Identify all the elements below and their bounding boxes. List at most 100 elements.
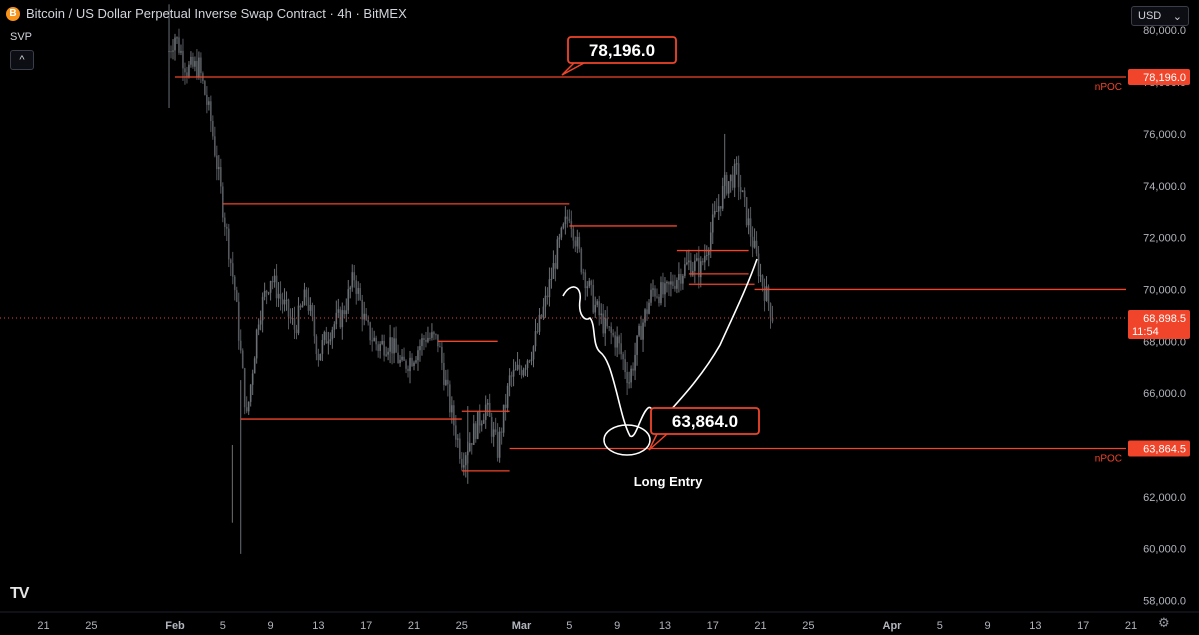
candle-body <box>349 287 352 290</box>
candle-body <box>556 239 559 269</box>
time-tick-label: 21 <box>37 620 49 632</box>
candle-body <box>624 359 626 373</box>
candle-body <box>584 272 587 289</box>
level-price-tag-bg <box>1128 69 1190 85</box>
gear-icon[interactable]: ⚙ <box>1158 615 1170 630</box>
candle-body <box>701 261 704 263</box>
candle-body <box>355 280 358 294</box>
candle-body <box>237 301 240 341</box>
candle-body <box>409 357 411 372</box>
candle-body <box>672 281 674 287</box>
candle-body <box>309 304 312 311</box>
candle-body <box>222 186 224 218</box>
drawn-path <box>562 258 758 438</box>
candle-body <box>379 343 381 351</box>
candle-body <box>721 185 724 209</box>
candle-body <box>703 255 706 263</box>
candle-body <box>582 272 585 274</box>
candle-body <box>737 163 740 188</box>
candle-body <box>437 334 439 347</box>
candle-body <box>747 218 750 226</box>
candle-body <box>520 370 523 376</box>
candle-body <box>492 429 495 437</box>
candle-body <box>700 261 702 278</box>
candle-body <box>461 458 463 468</box>
candle-body <box>198 57 200 77</box>
candle-body <box>233 276 236 291</box>
candle-body <box>534 331 537 347</box>
tradingview-logo[interactable]: TV <box>10 585 29 602</box>
chevron-down-icon: ⌄ <box>1172 10 1182 23</box>
candle-body <box>564 216 567 225</box>
candle-body <box>636 335 638 355</box>
candle-body <box>674 286 676 289</box>
candle-body <box>407 368 409 372</box>
level-price-tag: 63,864.5 <box>1143 443 1186 455</box>
candle-body <box>194 61 196 67</box>
candle-body <box>377 344 379 351</box>
candle-body <box>725 174 728 194</box>
candle-body <box>297 305 300 334</box>
candle-body <box>719 206 722 209</box>
price-tick-label: 74,000.0 <box>1143 181 1186 193</box>
currency-select[interactable]: USD ⌄ <box>1131 6 1189 26</box>
candle-body <box>249 384 252 402</box>
price-tick-label: 60,000.0 <box>1143 544 1186 556</box>
candle-body <box>319 353 322 361</box>
candle-body <box>303 289 306 306</box>
candle-body <box>457 438 459 440</box>
candle-body <box>602 313 605 334</box>
candle-body <box>496 431 499 458</box>
candle-body <box>616 336 618 348</box>
candle-body <box>239 340 242 351</box>
candle-body <box>269 281 272 293</box>
candle-body <box>538 314 541 332</box>
candle-body <box>172 50 174 52</box>
candle-body <box>464 455 467 466</box>
candle-body <box>385 354 387 356</box>
candle-body <box>174 37 176 51</box>
time-tick-label: 21 <box>408 620 420 632</box>
candle-body <box>415 360 417 363</box>
candle-body <box>403 356 405 361</box>
candle-body <box>180 50 182 53</box>
time-axis[interactable]: 21 25 Feb 5 9 13 17 21 25 Mar 5 9 13 17 21 25 Apr 5 9 13 17 2… <box>0 611 1199 632</box>
candle-body <box>572 228 575 241</box>
price-tick-label: 58,000.0 <box>1143 596 1186 608</box>
candle-body <box>419 346 421 351</box>
candle-body <box>182 50 184 69</box>
candle-body <box>600 313 603 316</box>
candle-body <box>387 351 389 355</box>
candle-body <box>363 313 366 320</box>
candle-body <box>261 296 264 321</box>
candle-body <box>401 356 403 360</box>
candle-body <box>745 197 748 226</box>
svp-indicator-label[interactable]: SVP <box>10 31 33 43</box>
candle-body <box>660 282 662 304</box>
candle-body <box>427 337 429 342</box>
candle-body <box>231 263 234 277</box>
candle-body <box>329 339 332 342</box>
time-tick-label: 5 <box>566 620 572 632</box>
candle-body <box>711 214 714 233</box>
candle-body <box>759 275 762 277</box>
candle-body <box>494 429 497 432</box>
callout-price: 63,864.0 <box>672 412 738 431</box>
candle-body <box>648 302 650 314</box>
candle-body <box>510 375 513 377</box>
candle-body <box>307 297 310 311</box>
candle-body <box>729 174 732 182</box>
collapse-indicators-button[interactable]: ^ <box>10 50 34 70</box>
candle-body <box>767 286 770 304</box>
last-price-tag-bg <box>1128 310 1190 340</box>
candle-body <box>357 288 360 294</box>
candle-body <box>192 56 194 67</box>
candle-body <box>644 309 646 323</box>
candle-body <box>490 416 493 437</box>
candle-body <box>245 407 248 412</box>
candles-layer <box>168 4 774 554</box>
candle-body <box>235 290 238 302</box>
candle-body <box>630 368 632 383</box>
symbol-title[interactable]: Bitcoin / US Dollar Perpetual Inverse Sw… <box>26 6 407 21</box>
